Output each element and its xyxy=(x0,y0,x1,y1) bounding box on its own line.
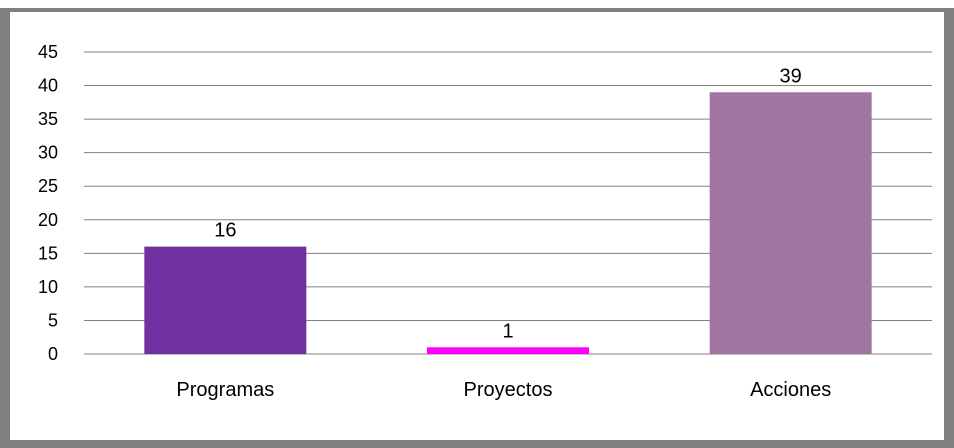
y-axis-ticks: 0 5 10 15 20 25 30 35 40 45 xyxy=(38,42,58,364)
x-category-label: Programas xyxy=(176,379,274,401)
x-category-label: Proyectos xyxy=(464,379,553,401)
data-label: 39 xyxy=(780,65,802,87)
y-tick-label: 10 xyxy=(38,277,58,297)
y-tick-label: 30 xyxy=(38,143,58,163)
bar-proyectos xyxy=(427,347,589,354)
x-category-label: Acciones xyxy=(750,379,831,401)
bar-acciones xyxy=(709,92,872,355)
data-label: 1 xyxy=(502,320,513,342)
bars xyxy=(144,92,872,355)
y-tick-label: 20 xyxy=(38,210,58,230)
y-tick-label: 25 xyxy=(38,176,58,196)
y-tick-label: 35 xyxy=(38,109,58,129)
y-tick-label: 40 xyxy=(38,76,58,96)
y-tick-label: 5 xyxy=(48,310,58,330)
bar-programas xyxy=(144,246,307,354)
y-tick-label: 0 xyxy=(48,344,58,364)
y-tick-label: 45 xyxy=(38,42,58,62)
data-label: 16 xyxy=(214,220,236,242)
data-labels: 16 1 39 xyxy=(214,65,802,342)
x-axis-categories: Programas Proyectos Acciones xyxy=(176,379,831,401)
y-tick-label: 15 xyxy=(38,243,58,263)
